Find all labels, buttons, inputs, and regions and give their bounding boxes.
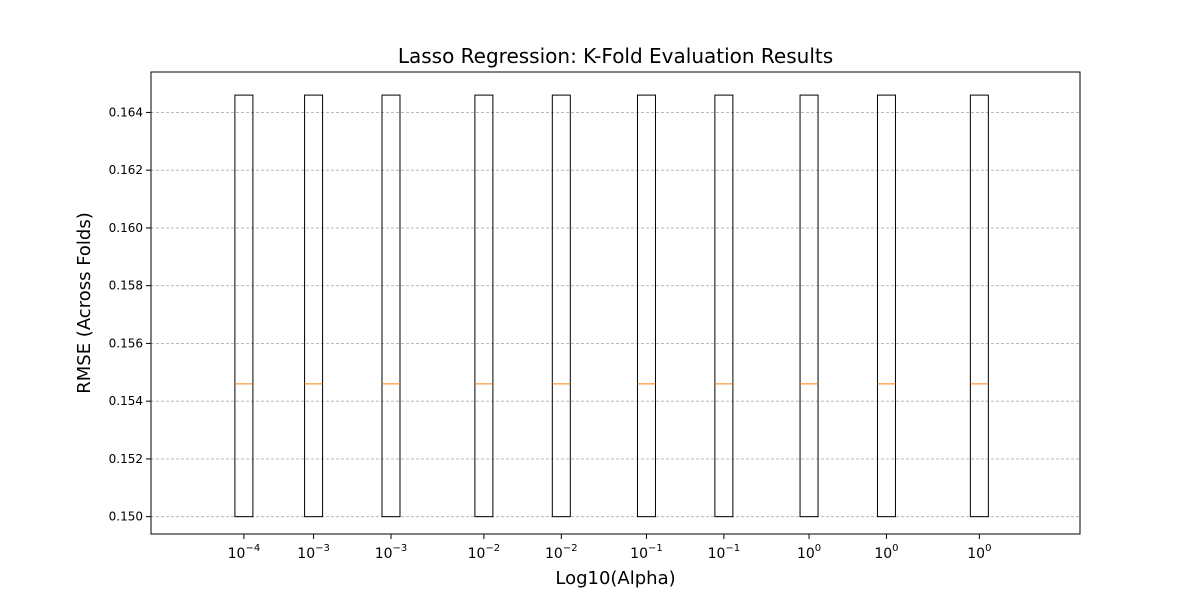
y-tick-label: 0.162 [109,163,143,177]
x-tick-exponent: 0 [985,543,991,554]
x-tick-base: 10 [375,546,393,562]
box-body [551,94,571,518]
x-tick-base: 10 [545,546,563,562]
x-tick-base: 10 [228,546,246,562]
x-tick-exponent: −2 [563,543,578,554]
grid-layer [151,112,1080,518]
x-tick-base: 10 [797,546,815,562]
y-axis-ticks: 0.150 0.152 0.154 0.156 0.158 0.160 0.162 0.164 [109,105,151,524]
x-tick-label: 10−2 [545,543,578,562]
y-axis-title: RMSE (Across Folds) [74,212,95,394]
box-body [234,94,254,518]
chart-title: Lasso Regression: K-Fold Evaluation Resu… [398,44,833,68]
y-tick-label: 0.152 [109,452,143,466]
box-body [474,94,494,518]
y-tick-label: 0.150 [109,510,143,524]
x-tick-label: 100 [797,543,821,562]
x-tick-base: 10 [468,546,486,562]
y-tick-label: 0.158 [109,279,143,293]
x-axis-ticks: 10−4 10−3 10−3 10−2 10−2 10−1 10−1 100 100 100 [228,534,991,562]
x-tick-label: 100 [967,543,991,562]
box-body [876,94,896,518]
x-tick-exponent: −3 [393,543,408,554]
x-tick-exponent: −4 [245,543,260,554]
x-tick-base: 10 [297,546,315,562]
x-tick-label: 10−3 [375,543,408,562]
x-tick-base: 10 [630,546,648,562]
box-body [799,94,819,518]
x-tick-label: 100 [874,543,898,562]
x-tick-exponent: 0 [892,543,898,554]
box-body [969,94,989,518]
box-layer [234,94,989,518]
x-tick-base: 10 [708,546,726,562]
x-tick-label: 10−2 [468,543,501,562]
x-tick-base: 10 [874,546,892,562]
x-axis-title: Log10(Alpha) [555,568,675,589]
box-body [636,94,656,518]
x-tick-exponent: 0 [815,543,821,554]
y-tick-label: 0.154 [109,394,143,408]
x-tick-base: 10 [967,546,985,562]
x-tick-exponent: −1 [725,543,740,554]
x-tick-label: 10−3 [297,543,330,562]
x-tick-label: 10−1 [630,543,663,562]
x-tick-exponent: −1 [648,543,663,554]
y-tick-label: 0.156 [109,336,143,350]
x-tick-exponent: −3 [315,543,330,554]
box-body [714,94,734,518]
y-tick-label: 0.160 [109,221,143,235]
x-tick-label: 10−1 [708,543,741,562]
plot-frame [150,71,1081,535]
x-tick-label: 10−4 [228,543,261,562]
x-tick-exponent: −2 [485,543,500,554]
y-tick-label: 0.164 [109,105,143,119]
box-body [381,94,401,518]
box-body [304,94,324,518]
